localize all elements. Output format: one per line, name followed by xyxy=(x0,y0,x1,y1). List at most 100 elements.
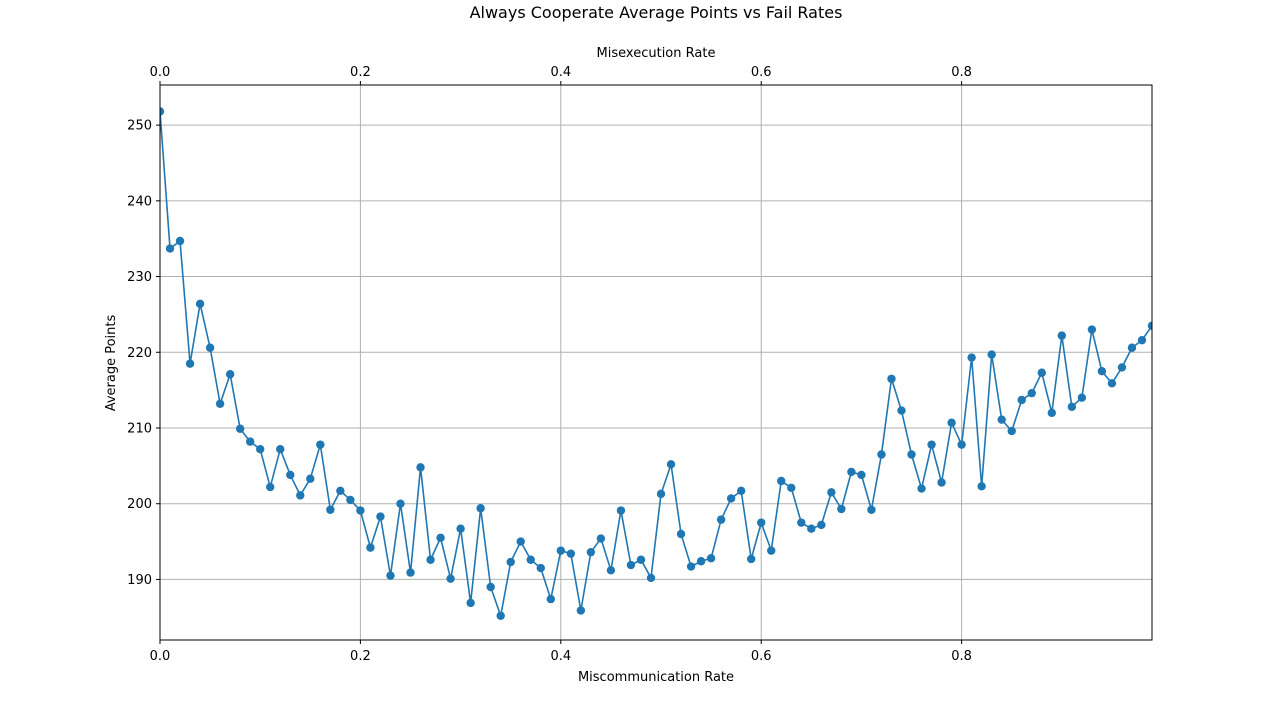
series-group xyxy=(160,107,1152,620)
data-point xyxy=(1147,321,1152,330)
data-point xyxy=(787,483,796,493)
top-x-tick-label: 0.0 xyxy=(150,65,171,80)
data-point xyxy=(476,504,485,513)
data-point xyxy=(1007,426,1016,436)
data-point xyxy=(245,437,255,446)
data-point xyxy=(927,440,936,449)
data-point xyxy=(937,478,946,487)
data-point xyxy=(175,236,185,246)
data-point xyxy=(1027,388,1036,398)
data-point xyxy=(486,582,495,592)
x-tick-label: 0.4 xyxy=(550,649,571,664)
data-point xyxy=(666,460,676,469)
data-point xyxy=(1097,367,1107,376)
data-point xyxy=(947,418,956,427)
data-point xyxy=(426,555,435,564)
data-point xyxy=(736,486,746,496)
y-tick-label: 200 xyxy=(127,497,152,512)
data-point xyxy=(586,547,596,557)
y-tick-label: 250 xyxy=(127,119,152,134)
data-point xyxy=(466,598,475,608)
data-point xyxy=(987,350,996,359)
data-point xyxy=(686,562,696,571)
data-point xyxy=(416,463,425,472)
data-point xyxy=(506,557,515,567)
data-point xyxy=(857,470,866,480)
data-point xyxy=(306,474,315,483)
series xyxy=(160,107,1152,620)
x-axis-label: Miscommunication Rate xyxy=(578,670,734,685)
data-point xyxy=(626,560,636,570)
data-point xyxy=(185,359,195,368)
y-tick-label: 230 xyxy=(127,270,152,285)
data-point xyxy=(205,343,215,352)
data-point xyxy=(346,495,355,505)
data-point xyxy=(917,484,926,493)
data-point xyxy=(556,546,566,555)
data-point xyxy=(636,555,646,564)
data-point xyxy=(997,415,1006,424)
x-tick-label: 0.0 xyxy=(150,649,171,664)
data-point xyxy=(646,573,656,583)
data-point xyxy=(656,489,666,499)
data-point xyxy=(1087,325,1097,334)
top-x-tick-label: 0.2 xyxy=(350,65,371,80)
data-point xyxy=(897,406,906,415)
data-point xyxy=(195,299,205,309)
data-point xyxy=(696,557,706,566)
grid xyxy=(159,85,1152,640)
data-point xyxy=(160,107,165,116)
data-point xyxy=(706,554,716,563)
data-point xyxy=(967,353,976,362)
top-x-axis-label: Misexecution Rate xyxy=(597,46,716,61)
data-point xyxy=(817,520,826,530)
data-point xyxy=(746,554,756,564)
chart-title: Always Cooperate Average Points vs Fail … xyxy=(470,3,843,22)
top-x-tick-label: 0.4 xyxy=(550,65,571,80)
data-point xyxy=(837,504,846,514)
y-tick-label: 190 xyxy=(127,573,152,588)
data-point xyxy=(1107,379,1117,388)
data-point xyxy=(336,486,345,496)
data-point xyxy=(356,506,365,515)
data-point xyxy=(1117,363,1127,372)
data-point xyxy=(887,374,896,383)
y-tick-label: 210 xyxy=(127,421,152,436)
data-point xyxy=(286,470,295,480)
data-point xyxy=(316,440,325,449)
top-x-tick-label: 0.8 xyxy=(951,65,972,80)
data-point xyxy=(797,518,806,527)
data-point xyxy=(165,244,175,253)
data-point xyxy=(957,440,966,449)
series-line xyxy=(160,111,1152,619)
y-tick-label: 220 xyxy=(127,346,152,361)
data-point xyxy=(276,445,285,454)
top-x-tick-label: 0.6 xyxy=(751,65,772,80)
data-point xyxy=(366,543,375,552)
data-point xyxy=(777,476,786,486)
data-point xyxy=(716,515,726,524)
data-point xyxy=(566,549,576,558)
data-point xyxy=(877,450,886,459)
data-point xyxy=(256,445,265,454)
y-axis-label: Average Points xyxy=(104,314,119,411)
data-point xyxy=(1017,395,1026,405)
data-point xyxy=(406,568,415,577)
data-point xyxy=(536,563,545,573)
data-point xyxy=(516,537,525,546)
data-point xyxy=(235,424,245,433)
data-point xyxy=(436,533,445,542)
data-point xyxy=(606,566,616,575)
data-point xyxy=(386,571,395,580)
data-point xyxy=(1077,393,1087,402)
data-point xyxy=(827,488,836,497)
data-point xyxy=(977,482,986,491)
data-point xyxy=(676,529,686,539)
data-point xyxy=(446,574,455,583)
data-point xyxy=(1137,335,1147,345)
data-point xyxy=(1067,402,1077,411)
data-point xyxy=(546,594,555,604)
x-tick-label: 0.6 xyxy=(751,649,772,664)
